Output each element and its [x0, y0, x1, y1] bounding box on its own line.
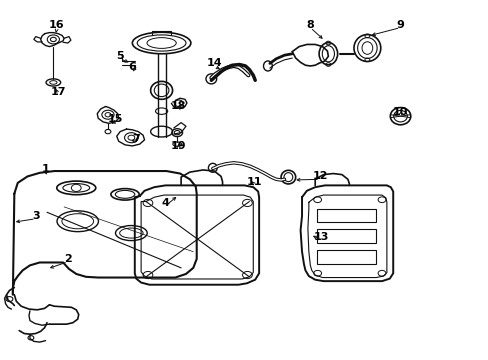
- Text: 11: 11: [246, 177, 262, 187]
- Text: 8: 8: [306, 20, 314, 30]
- Text: 15: 15: [107, 114, 122, 124]
- Text: 9: 9: [396, 20, 404, 30]
- Text: 5: 5: [116, 51, 124, 61]
- Bar: [316, 229, 375, 243]
- Text: 16: 16: [49, 20, 64, 30]
- Text: 3: 3: [32, 211, 40, 221]
- Text: 12: 12: [312, 171, 327, 181]
- Text: 6: 6: [128, 62, 136, 72]
- Text: 2: 2: [64, 254, 72, 264]
- Text: 19: 19: [170, 141, 186, 151]
- Text: 14: 14: [206, 58, 222, 68]
- Text: 4: 4: [161, 198, 169, 208]
- Text: 1: 1: [41, 163, 49, 174]
- Text: 18: 18: [171, 102, 186, 112]
- Text: 13: 13: [313, 232, 328, 242]
- Text: 10: 10: [392, 107, 407, 117]
- Bar: [316, 250, 375, 264]
- Text: 17: 17: [50, 87, 66, 97]
- Bar: [316, 209, 375, 222]
- Text: 7: 7: [132, 134, 140, 144]
